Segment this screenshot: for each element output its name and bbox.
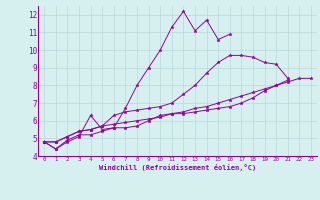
X-axis label: Windchill (Refroidissement éolien,°C): Windchill (Refroidissement éolien,°C) (99, 164, 256, 171)
